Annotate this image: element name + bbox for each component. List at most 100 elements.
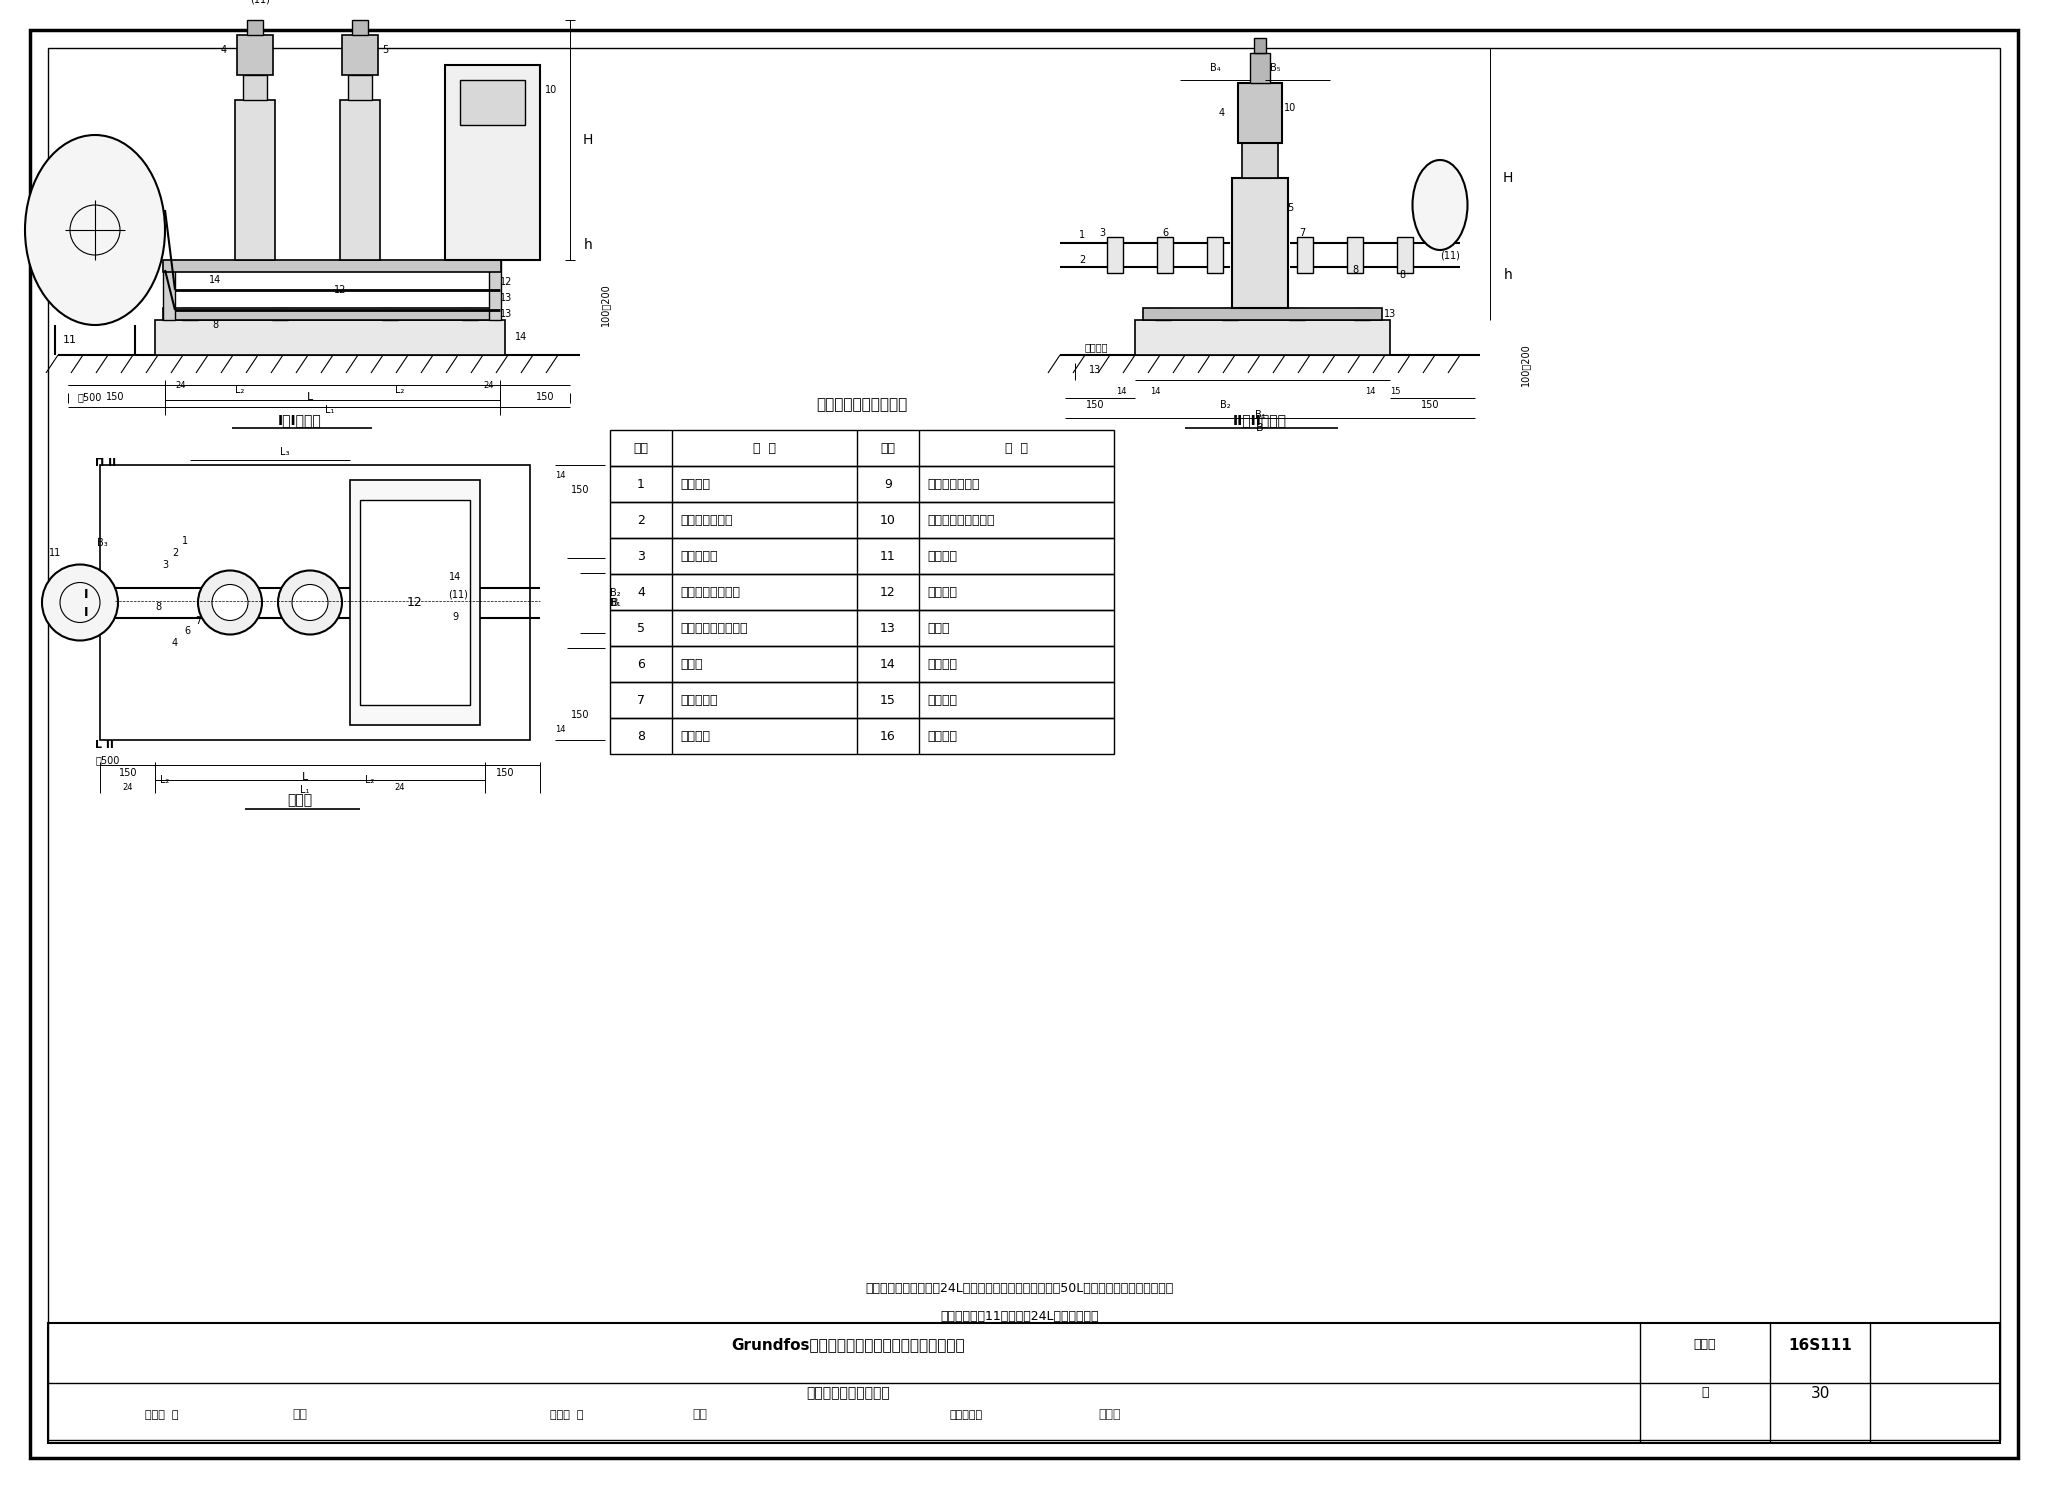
Bar <box>1237 83 1282 143</box>
Bar <box>164 260 174 320</box>
Text: 11: 11 <box>63 335 78 345</box>
Bar <box>248 19 262 36</box>
Text: 杜鹏: 杜鹏 <box>293 1409 307 1421</box>
Text: 1: 1 <box>182 536 188 546</box>
Bar <box>238 36 272 74</box>
Text: h: h <box>1503 268 1511 283</box>
Bar <box>610 430 1114 466</box>
Text: 8: 8 <box>211 320 217 330</box>
Text: 7: 7 <box>195 616 201 625</box>
Bar <box>489 260 502 320</box>
Text: 150: 150 <box>571 485 590 496</box>
Text: 13: 13 <box>500 310 512 318</box>
Text: 14: 14 <box>1149 387 1161 396</box>
Text: 名  称: 名 称 <box>754 442 776 454</box>
Text: 11: 11 <box>49 548 61 558</box>
Text: 吴海林: 吴海林 <box>1098 1409 1120 1421</box>
Text: 减振器: 减振器 <box>928 622 950 634</box>
Text: 14: 14 <box>209 275 221 286</box>
Text: L₂: L₂ <box>236 385 244 394</box>
Text: B₁: B₁ <box>610 598 621 607</box>
Text: 止回阀: 止回阀 <box>680 658 702 671</box>
Text: I: I <box>84 606 88 619</box>
Bar <box>1241 143 1278 179</box>
Text: 平面图: 平面图 <box>287 793 313 806</box>
Text: 编号: 编号 <box>881 442 895 454</box>
Text: 24: 24 <box>483 381 494 390</box>
Text: B₂: B₂ <box>610 588 621 598</box>
Ellipse shape <box>1413 161 1468 250</box>
Text: L₁: L₁ <box>326 405 334 415</box>
Text: 150: 150 <box>106 391 125 402</box>
Text: 6: 6 <box>1161 228 1167 238</box>
Bar <box>383 308 397 320</box>
Bar <box>610 574 1114 610</box>
Text: 出水压力传感器: 出水压力传感器 <box>928 478 979 491</box>
Text: 6: 6 <box>184 625 190 635</box>
Text: 13: 13 <box>500 293 512 304</box>
Text: 设计吴海林: 设计吴海林 <box>950 1411 983 1420</box>
Text: 6: 6 <box>637 658 645 671</box>
Text: 30: 30 <box>1810 1385 1829 1400</box>
Text: 9: 9 <box>453 613 459 622</box>
Text: 5: 5 <box>637 622 645 634</box>
Text: 24: 24 <box>174 381 186 390</box>
Text: 8: 8 <box>1399 269 1405 280</box>
Text: 2: 2 <box>172 548 178 558</box>
Text: H: H <box>584 132 594 147</box>
Text: 设备基础: 设备基础 <box>928 658 956 671</box>
Bar <box>272 308 289 320</box>
Bar <box>610 539 1114 574</box>
Text: ＞500: ＞500 <box>96 754 121 765</box>
Bar <box>1206 237 1223 272</box>
Bar <box>1143 308 1382 320</box>
Bar <box>350 481 479 725</box>
Text: Grundfos系列全变频恒压供水设备外形及安装图: Grundfos系列全变频恒压供水设备外形及安装图 <box>731 1338 965 1353</box>
Text: B₅: B₅ <box>1270 62 1280 73</box>
Bar <box>1157 237 1174 272</box>
Text: 150: 150 <box>571 710 590 720</box>
Text: L₂: L₂ <box>395 385 406 394</box>
Circle shape <box>213 585 248 620</box>
Text: 编号: 编号 <box>633 442 649 454</box>
Circle shape <box>293 585 328 620</box>
Text: 14: 14 <box>555 470 565 479</box>
Text: 泵房地面: 泵房地面 <box>1085 342 1108 353</box>
Bar <box>164 260 502 272</box>
Text: 3: 3 <box>162 559 168 570</box>
Text: 9: 9 <box>885 478 893 491</box>
Bar <box>610 501 1114 539</box>
Text: 校对王  强: 校对王 强 <box>551 1411 584 1420</box>
Text: 100～200: 100～200 <box>600 284 610 326</box>
Text: 智能水泵专用控制柜: 智能水泵专用控制柜 <box>928 513 995 527</box>
Text: 12: 12 <box>500 277 512 287</box>
Text: 10: 10 <box>881 513 895 527</box>
Bar <box>360 500 469 705</box>
Bar <box>182 308 199 320</box>
Text: 膨胀螺栓: 膨胀螺栓 <box>928 693 956 707</box>
Text: 立式不锈钢多级水泵: 立式不锈钢多级水泵 <box>680 622 748 634</box>
Text: 管道支架: 管道支架 <box>928 729 956 743</box>
Text: 2: 2 <box>637 513 645 527</box>
Text: 13: 13 <box>1384 310 1397 318</box>
Text: B₃: B₃ <box>96 537 106 548</box>
Text: ＞500: ＞500 <box>78 391 102 402</box>
Text: 4: 4 <box>172 637 178 647</box>
Text: L₂: L₂ <box>160 775 170 786</box>
Text: 150: 150 <box>496 768 514 778</box>
Text: 5: 5 <box>1286 202 1292 213</box>
Text: 出水总管: 出水总管 <box>680 729 711 743</box>
Bar <box>1135 320 1391 356</box>
Text: 8: 8 <box>156 603 162 613</box>
Text: 24: 24 <box>395 783 406 792</box>
Text: B₁: B₁ <box>1255 411 1266 420</box>
Text: 5: 5 <box>381 45 389 55</box>
Text: B₄: B₄ <box>1210 62 1221 73</box>
Text: H: H <box>1503 171 1513 185</box>
Text: 设备底座: 设备底座 <box>928 585 956 598</box>
Text: 吸水管阀门: 吸水管阀门 <box>680 549 717 562</box>
Text: 150: 150 <box>537 391 555 402</box>
Bar <box>164 308 502 320</box>
Text: 7: 7 <box>1298 228 1305 238</box>
Text: 15: 15 <box>1391 387 1401 396</box>
